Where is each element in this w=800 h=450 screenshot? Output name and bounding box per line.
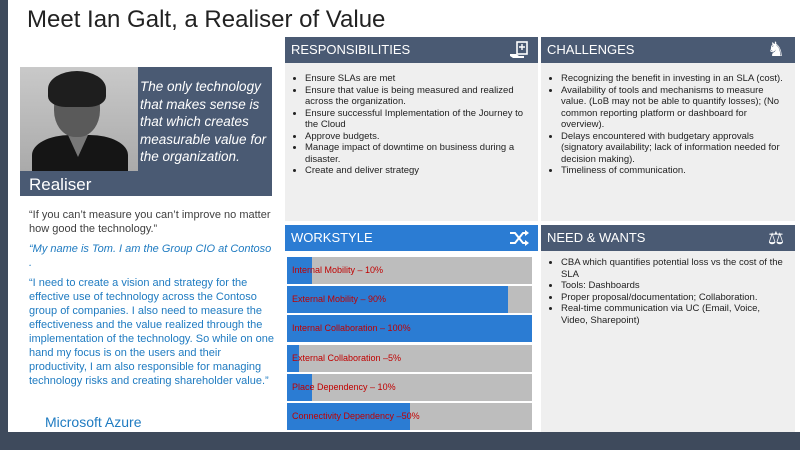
list-item: Ensure SLAs are met — [305, 73, 530, 85]
bar-fill — [287, 403, 410, 430]
shuffle-arrows-icon — [508, 228, 530, 248]
persona-photo — [20, 67, 138, 171]
bar-label: Place Dependency – 10% — [292, 382, 396, 392]
list-item: Availability of tools and mechanisms to … — [561, 85, 786, 131]
bar-label: Internal Collaboration – 100% — [292, 323, 411, 333]
needs-panel: NEED & WANTS ⚖ CBA which quantifies pote… — [541, 225, 795, 432]
workstyle-bar: Internal Mobility – 10% — [287, 257, 532, 284]
bar-fill — [287, 257, 312, 284]
list-item: Create and deliver strategy — [305, 165, 530, 177]
list-item: Recognizing the benefit in investing in … — [561, 73, 786, 85]
persona-card: Realiser — [20, 67, 272, 196]
responsibilities-header: RESPONSIBILITIES — [285, 37, 538, 63]
responsibilities-heading: RESPONSIBILITIES — [291, 42, 411, 57]
challenges-list: Recognizing the benefit in investing in … — [541, 73, 786, 177]
list-item: Real-time communication via UC (Email, V… — [561, 303, 786, 326]
quote-vision: “I need to create a vision and strategy … — [29, 277, 275, 387]
needs-header: NEED & WANTS ⚖ — [541, 225, 795, 251]
persona-role: Realiser — [29, 175, 92, 194]
bar-fill — [287, 315, 532, 342]
needs-heading: NEED & WANTS — [547, 230, 646, 245]
bottom-accent-bar — [0, 432, 800, 450]
list-item: Manage impact of downtime on business du… — [305, 142, 530, 165]
workstyle-bar: External Collaboration –5% — [287, 345, 532, 372]
list-item: Proper proposal/documentation; Collabora… — [561, 292, 786, 304]
list-item: Ensure that value is being measured and … — [305, 85, 530, 108]
workstyle-heading: WORKSTYLE — [291, 230, 373, 245]
quote-measure: “If you can’t measure you can’t improve … — [29, 209, 271, 235]
left-accent-bar — [0, 0, 8, 450]
bar-fill — [287, 286, 508, 313]
list-item: Delays encountered with budgetary approv… — [561, 131, 786, 166]
hand-document-icon — [508, 40, 530, 60]
list-item: Timeliness of communication. — [561, 165, 786, 177]
persona-card-quote: The only technology that makes sense is … — [140, 79, 267, 164]
workstyle-panel: WORKSTYLE Internal Mobility – 10% Extern… — [285, 225, 538, 432]
challenges-panel: CHALLENGES ♞ Recognizing the benefit in … — [541, 37, 795, 221]
list-item: Approve budgets. — [305, 131, 530, 143]
page-title: Meet Ian Galt, a Realiser of Value — [27, 6, 386, 33]
bar-label: External Collaboration –5% — [292, 353, 402, 363]
workstyle-bar: Place Dependency – 10% — [287, 374, 532, 401]
list-item: Ensure successful Implementation of the … — [305, 108, 530, 131]
list-item: CBA which quantifies potential loss vs t… — [561, 257, 786, 280]
responsibilities-panel: RESPONSIBILITIES Ensure SLAs are met Ens… — [285, 37, 538, 221]
responsibilities-list: Ensure SLAs are met Ensure that value is… — [285, 73, 530, 177]
bar-label: External Mobility – 90% — [292, 294, 387, 304]
challenges-header: CHALLENGES ♞ — [541, 37, 795, 63]
brand-label: Microsoft Azure — [45, 414, 142, 430]
workstyle-bar: External Mobility – 90% — [287, 286, 532, 313]
chess-knight-icon: ♞ — [767, 39, 785, 61]
challenges-heading: CHALLENGES — [547, 42, 635, 57]
needs-list: CBA which quantifies potential loss vs t… — [541, 257, 786, 326]
bar-label: Internal Mobility – 10% — [292, 265, 384, 275]
quote-intro: “My name is Tom. I am the Group CIO at C… — [29, 243, 272, 269]
bar-fill — [287, 374, 312, 401]
balance-scale-icon: ⚖ — [767, 228, 785, 248]
bar-fill — [287, 345, 300, 372]
bar-label: Connectivity Dependency –50% — [292, 411, 420, 421]
workstyle-bar: Internal Collaboration – 100% — [287, 315, 532, 342]
workstyle-header: WORKSTYLE — [285, 225, 538, 251]
list-item: Tools: Dashboards — [561, 280, 786, 292]
workstyle-bar: Connectivity Dependency –50% — [287, 403, 532, 430]
